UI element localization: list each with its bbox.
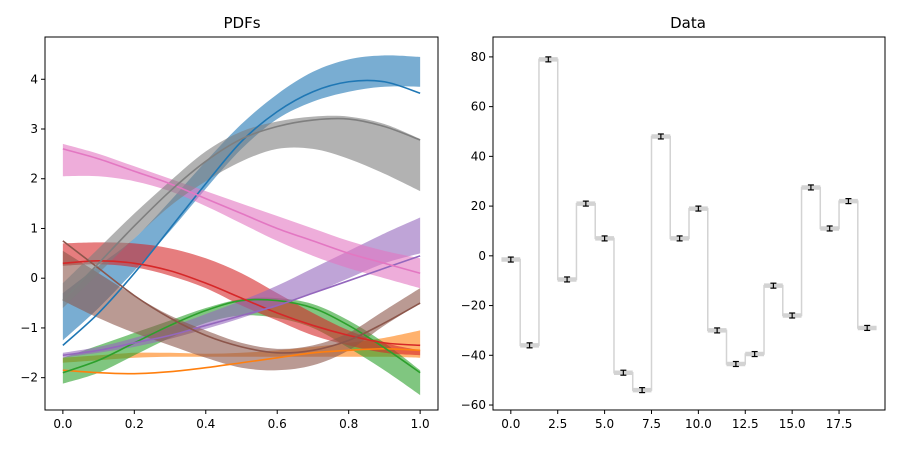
pdf-band-2 xyxy=(62,297,421,396)
data-x-tick-label: 5.0 xyxy=(595,417,614,431)
data-x-tick-label: 2.5 xyxy=(548,417,567,431)
data-x-tick-label: 0.0 xyxy=(501,417,520,431)
data-title: Data xyxy=(670,14,706,32)
pdf-line-7 xyxy=(62,117,421,302)
pdfs-y-tick-label: 1 xyxy=(30,221,38,235)
pdf-band-5 xyxy=(62,250,421,371)
pdfs-x-axis: 0.0 0.2 0.4 0.6 0.8 1.0 xyxy=(53,410,430,431)
pdf-band-0 xyxy=(62,55,421,341)
pdf-line-4 xyxy=(62,255,421,357)
data-errorbars xyxy=(507,56,871,394)
data-step-outline xyxy=(501,58,877,391)
data-y-tick-label: 40 xyxy=(471,149,486,163)
data-y-tick-label: −40 xyxy=(461,348,486,362)
pdf-line-0 xyxy=(62,79,421,346)
data-panel: Data 0.0 2.5 5.0 7.5 10.0 12.5 15.0 17.5 −60 −40… xyxy=(461,14,886,431)
data-x-tick-label: 17.5 xyxy=(826,417,853,431)
data-y-tick-label: −20 xyxy=(461,299,486,313)
pdf-line-5 xyxy=(62,240,421,354)
pdfs-x-tick-label: 0.8 xyxy=(339,417,358,431)
data-y-tick-label: 60 xyxy=(471,100,486,114)
data-y-axis: −60 −40 −20 0 20 40 60 80 xyxy=(461,50,493,412)
pdfs-title: PDFs xyxy=(223,14,260,32)
pdfs-x-tick-label: 0.0 xyxy=(53,417,72,431)
pdfs-y-tick-label: 2 xyxy=(30,172,38,186)
pdfs-y-tick-label: −2 xyxy=(20,371,38,385)
pdf-band-7 xyxy=(62,115,421,309)
data-y-tick-label: 20 xyxy=(471,199,486,213)
data-x-axis: 0.0 2.5 5.0 7.5 10.0 12.5 15.0 17.5 xyxy=(501,410,852,431)
data-y-tick-label: 0 xyxy=(478,249,486,263)
data-x-tick-label: 12.5 xyxy=(732,417,759,431)
data-y-tick-label: −60 xyxy=(461,398,486,412)
pdf-line-2 xyxy=(62,298,421,374)
pdfs-x-tick-label: 0.2 xyxy=(125,417,144,431)
pdfs-y-axis: −2 −1 0 1 2 3 4 xyxy=(20,72,45,385)
pdfs-x-tick-label: 0.6 xyxy=(268,417,287,431)
pdf-line-1 xyxy=(62,348,421,375)
data-x-tick-label: 15.0 xyxy=(779,417,806,431)
pdfs-y-tick-label: 0 xyxy=(30,271,38,285)
pdf-line-3 xyxy=(62,259,421,347)
data-frame xyxy=(492,36,886,411)
pdf-line-6 xyxy=(62,148,421,275)
pdfs-frame xyxy=(44,36,439,411)
data-steps xyxy=(501,57,877,393)
data-y-tick-label: 80 xyxy=(471,50,486,64)
pdfs-x-tick-label: 0.4 xyxy=(196,417,215,431)
pdf-band-6 xyxy=(62,143,421,289)
pdfs-bands xyxy=(62,55,421,396)
pdfs-panel: PDFs 0.0 0.2 0.4 0.6 0.8 1.0 −2 −1 0 1 2 3 4 xyxy=(20,14,439,431)
pdfs-lines xyxy=(62,79,421,375)
data-x-tick-label: 10.0 xyxy=(685,417,712,431)
pdfs-x-tick-label: 1.0 xyxy=(411,417,430,431)
pdfs-y-tick-label: 3 xyxy=(30,122,38,136)
pdfs-y-tick-label: −1 xyxy=(20,321,38,335)
pdfs-y-tick-label: 4 xyxy=(30,72,38,86)
data-x-tick-label: 7.5 xyxy=(642,417,661,431)
